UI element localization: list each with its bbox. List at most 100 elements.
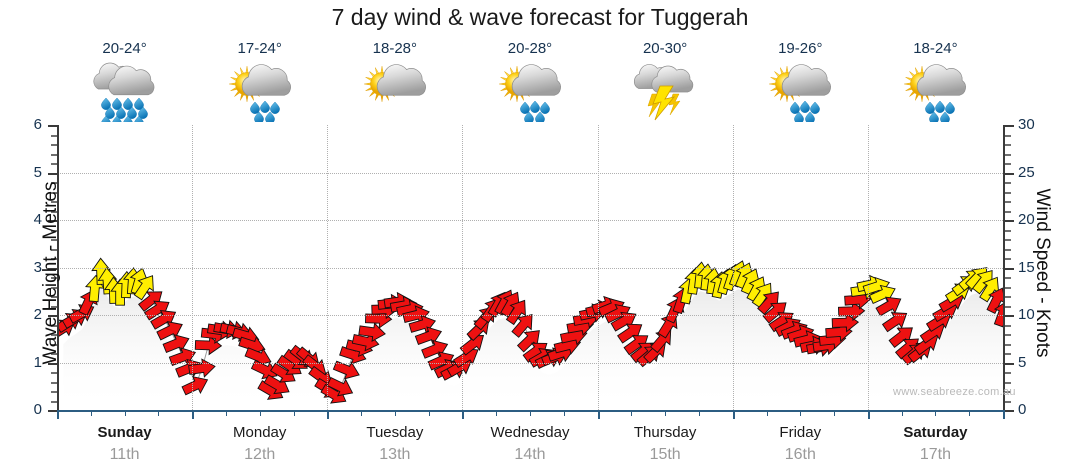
tick-minor — [51, 286, 57, 289]
day-separator-tick — [1003, 410, 1005, 419]
day-label-monday[interactable]: Monday 12th — [192, 422, 327, 472]
wind-arrow-marker — [326, 376, 354, 397]
day-label-tuesday[interactable]: Tuesday 13th — [327, 422, 462, 472]
day-header-monday: 17-24° — [192, 40, 327, 125]
day-name: Sunday — [97, 424, 152, 441]
tick-minor — [901, 410, 903, 416]
day-header-tuesday: 18-28° — [327, 40, 462, 125]
tick-minor — [225, 410, 227, 416]
weather-icon-wrap — [733, 60, 868, 122]
axis-left-title: Wave Height - Metres — [40, 181, 61, 365]
axis-left-tick-label: 0 — [33, 401, 42, 418]
tick-major — [48, 125, 57, 127]
day-label-wednesday[interactable]: Wednesday 14th — [462, 422, 597, 472]
tick-minor — [51, 277, 57, 279]
day-label-saturday[interactable]: Saturday 17th — [868, 422, 1003, 472]
weather-icon-wrap — [462, 60, 597, 122]
day-header-saturday: 18-24° — [868, 40, 1003, 125]
temperature-range: 20-30° — [642, 40, 688, 57]
axis-right-tick-label: 5 — [1018, 353, 1027, 371]
tick-minor — [1005, 286, 1011, 289]
day-name: Wednesday — [490, 424, 570, 441]
day-name: Friday — [779, 424, 822, 441]
wind-arrow-marker — [188, 358, 216, 378]
day-date: 17th — [919, 446, 951, 463]
tick-minor — [51, 372, 57, 374]
tick-minor — [51, 381, 57, 384]
tick-minor — [428, 410, 430, 416]
wind-arrow-marker — [881, 312, 908, 333]
day-date: 13th — [379, 446, 411, 463]
tick-major — [48, 220, 57, 222]
tick-minor — [1005, 239, 1011, 241]
tick-minor — [51, 343, 57, 346]
day-label-friday[interactable]: Friday 16th — [733, 422, 868, 472]
day-separator-tick — [867, 410, 870, 419]
day-date: 16th — [784, 446, 816, 463]
tick-minor — [51, 334, 57, 336]
wind-arrow-marker — [133, 275, 154, 301]
temperature-range: 18-28° — [372, 40, 418, 57]
axis-right-line — [1003, 125, 1005, 410]
tick-minor — [800, 410, 802, 416]
axis-left-line — [57, 125, 59, 410]
gridline-vertical — [327, 125, 329, 410]
tick-minor — [1005, 248, 1011, 251]
sun-cloud-rain-icon — [499, 64, 561, 122]
day-separator-tick — [732, 410, 735, 419]
tick-major — [1005, 267, 1014, 270]
wind-arrow-marker — [511, 313, 533, 338]
axis-left-tick-label: 5 — [33, 163, 42, 181]
tick-minor — [1005, 353, 1011, 355]
axis-right-tick-label: 0 — [1018, 401, 1027, 418]
day-date: 15th — [649, 446, 681, 463]
axis-right-tick-label: 25 — [1018, 163, 1035, 181]
wind-arrow-marker — [993, 300, 1003, 328]
tick-minor — [51, 296, 57, 298]
weather-icon-wrap — [868, 60, 1003, 122]
day-separator-tick — [462, 410, 465, 419]
tick-minor — [51, 210, 57, 213]
tick-minor — [51, 134, 57, 137]
tick-minor — [394, 410, 396, 416]
tick-major — [48, 410, 57, 412]
tick-minor — [124, 410, 126, 416]
day-separator-tick — [327, 410, 330, 419]
gridline-vertical — [732, 125, 734, 410]
day-header-sunday: 20-24° — [57, 40, 192, 125]
gridline-vertical — [462, 125, 464, 410]
tick-minor — [51, 191, 57, 194]
tick-minor — [293, 410, 295, 416]
tick-minor — [1005, 305, 1011, 308]
tick-minor — [1005, 400, 1011, 403]
tick-minor — [51, 391, 57, 393]
sun-cloud-rain-icon — [769, 64, 832, 122]
tick-minor — [631, 410, 633, 416]
day-separator-tick — [57, 410, 59, 419]
tick-minor — [665, 410, 667, 416]
temperature-range: 20-24° — [102, 40, 147, 57]
tick-minor — [1005, 391, 1011, 393]
tick-minor — [1005, 191, 1011, 194]
day-label-thursday[interactable]: Thursday 15th — [598, 422, 733, 472]
tick-minor — [51, 248, 57, 251]
axis-left-tick-label: 4 — [33, 211, 42, 228]
tick-minor — [51, 400, 57, 403]
day-label-sunday[interactable]: Sunday 11th — [57, 422, 192, 472]
tick-minor — [766, 410, 768, 416]
tick-minor — [51, 201, 57, 203]
axis-right-tick-label: 15 — [1018, 258, 1035, 276]
tick-minor — [1005, 210, 1011, 213]
tick-major — [1005, 125, 1014, 127]
wind-arrow-marker — [414, 326, 443, 346]
day-header-thursday: 20-30° — [598, 40, 733, 125]
gridline-vertical — [597, 125, 599, 410]
tick-minor — [1005, 163, 1011, 165]
tick-major — [48, 315, 57, 317]
tick-minor — [1005, 134, 1011, 137]
tick-minor — [51, 353, 57, 355]
weather-icon-wrap — [192, 60, 327, 122]
tick-minor — [361, 410, 363, 416]
tick-minor — [1005, 277, 1011, 279]
temperature-range: 17-24° — [237, 40, 282, 57]
